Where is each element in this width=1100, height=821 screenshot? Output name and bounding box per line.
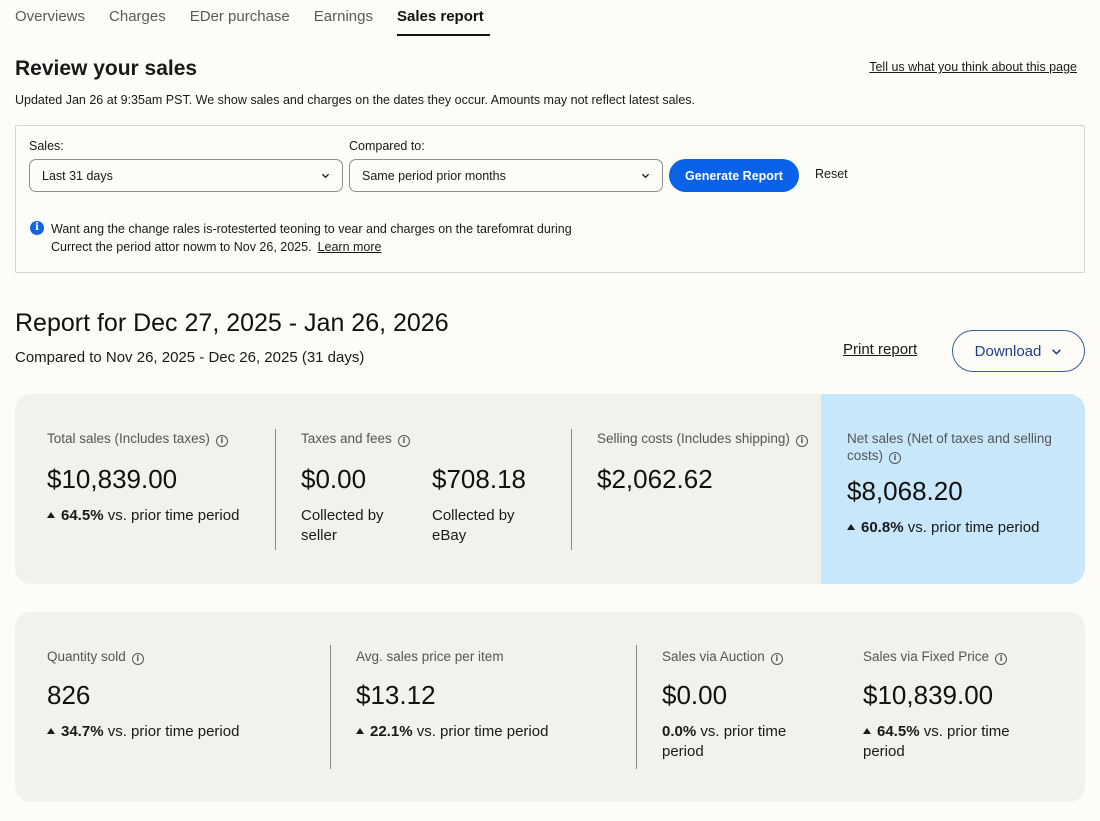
up-arrow-icon [47, 728, 55, 734]
page-title: Review your sales [15, 57, 198, 80]
avg-price-change: 22.1% vs. prior time period [356, 722, 548, 742]
tab-earnings[interactable]: Earnings [313, 8, 373, 25]
reset-button[interactable]: Reset [815, 167, 848, 181]
up-arrow-icon [47, 512, 55, 518]
avg-price-label: Avg. sales price per item [356, 649, 504, 664]
selling-costs-value: $2,062.62 [597, 464, 713, 494]
taxes-collected-by-ebay-value: $708.18 [432, 464, 526, 494]
net-sales-label: Net sales (Net of taxes and selling costs… [847, 431, 1052, 464]
quantity-sold-label: Quantity sold i [47, 648, 144, 665]
info-icon[interactable]: i [770, 653, 783, 665]
tab-charges[interactable]: Charges [109, 8, 166, 25]
divider [330, 645, 331, 769]
compare-period-value: Same period prior months [362, 168, 506, 183]
taxes-collected-by-seller-label: Collected by seller [301, 507, 384, 544]
net-sales-panel: Net sales (Net of taxes and selling costs… [821, 394, 1085, 584]
info-icon[interactable]: i [889, 452, 902, 464]
learn-more-link[interactable]: Learn more [317, 240, 382, 254]
taxes-collected-by-seller-value: $0.00 [301, 464, 367, 494]
fixed-price-sales-value: $10,839.00 [863, 680, 994, 710]
auction-sales-value: $0.00 [662, 680, 728, 710]
sales-summary-card: Total sales (Includes taxes) i $10,839.00… [15, 394, 1085, 584]
sales-period-select[interactable]: Last 31 days [29, 159, 343, 192]
total-sales-value: $10,839.00 [47, 464, 178, 494]
notice-line-1: Want ang the change rales is-rotesterted… [51, 222, 572, 236]
print-report-link[interactable]: Print report [843, 341, 918, 358]
total-sales-label: Total sales (Includes taxes) i [47, 430, 228, 447]
tab-overviews[interactable]: Overviews [15, 8, 86, 25]
info-icon: i [30, 221, 44, 235]
compare-period-label: Compared to: [349, 139, 425, 153]
taxes-collected-by-ebay-label: Collected by eBay [432, 507, 515, 544]
info-icon[interactable]: i [131, 653, 144, 665]
notice-line-2: Currect the period attor nowm to Nov 26,… [51, 238, 572, 256]
sales-period-value: Last 31 days [42, 168, 113, 183]
fixed-price-sales-change: 64.5% vs. prior time period [863, 723, 1010, 760]
sales-detail-card: Quantity sold i 826 34.7% vs. prior time … [15, 612, 1085, 802]
info-icon[interactable]: i [995, 653, 1008, 665]
quantity-sold-change: 34.7% vs. prior time period [47, 722, 239, 742]
auction-sales-label: Sales via Auction i [662, 648, 783, 665]
divider [571, 429, 572, 550]
report-filter-panel: Sales: Last 31 days Compared to: Same pe… [15, 125, 1085, 273]
info-icon[interactable]: i [795, 435, 808, 447]
fixed-price-sales-label: Sales via Fixed Price i [863, 648, 1008, 665]
up-arrow-icon [356, 728, 364, 734]
feedback-link[interactable]: Tell us what you think about this page [869, 60, 1077, 74]
download-label: Download [974, 342, 1042, 360]
net-sales-value: $8,068.20 [847, 476, 963, 506]
report-comparison-period: Compared to Nov 26, 2025 - Dec 26, 2025 … [15, 349, 365, 366]
info-notice: Want ang the change rales is-rotesterted… [51, 220, 572, 256]
tab-order-purchase[interactable]: EDer purchase [189, 8, 290, 25]
download-button[interactable]: Download [952, 330, 1085, 372]
quantity-sold-value: 826 [47, 680, 91, 710]
up-arrow-icon [847, 524, 855, 530]
report-title: Report for Dec 27, 2025 - Jan 26, 2026 [15, 309, 449, 337]
updated-notice: Updated Jan 26 at 9:35am PST. We show sa… [15, 93, 696, 107]
up-arrow-icon [863, 728, 871, 734]
divider [636, 645, 637, 769]
avg-price-value: $13.12 [356, 680, 436, 710]
chevron-down-icon [321, 173, 330, 179]
tab-sales-report[interactable]: Sales report [396, 0, 490, 36]
info-icon[interactable]: i [215, 435, 228, 447]
auction-sales-change: 0.0% vs. prior time period [662, 723, 787, 760]
chevron-down-icon [641, 173, 650, 179]
total-sales-change: 64.5% vs. prior time period [47, 506, 239, 526]
selling-costs-label: Selling costs (Includes shipping) i [597, 430, 808, 447]
sales-period-label: Sales: [29, 139, 64, 153]
divider [275, 429, 276, 550]
tab-bar: Overviews Charges EDer purchase Earnings… [15, 0, 490, 36]
info-icon[interactable]: i [397, 435, 410, 447]
chevron-down-icon [1052, 348, 1062, 355]
compare-period-select[interactable]: Same period prior months [349, 159, 663, 192]
notice-line-2-text: Currect the period attor nowm to Nov 26,… [51, 240, 312, 254]
taxes-fees-label: Taxes and fees i [301, 430, 410, 447]
generate-report-button[interactable]: Generate Report [669, 159, 799, 192]
net-sales-change: 60.8% vs. prior time period [847, 518, 1039, 538]
